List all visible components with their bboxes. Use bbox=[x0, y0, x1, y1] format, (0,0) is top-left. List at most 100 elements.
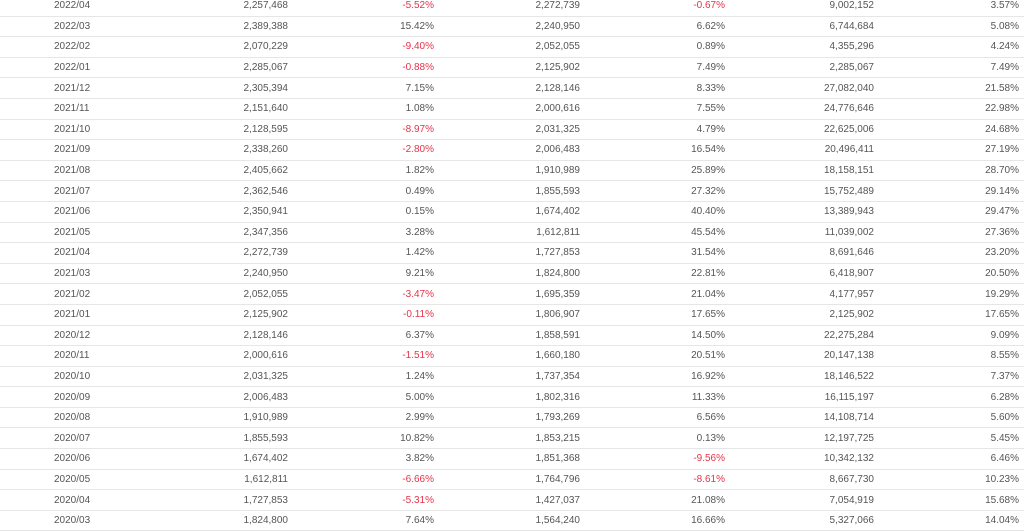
month-cell: 2021/07 bbox=[54, 185, 91, 197]
cumulative-change-cell: 28.70% bbox=[985, 165, 1019, 177]
cumulative-change-cell: 19.29% bbox=[985, 288, 1019, 300]
table-row: 2020/07 1,855,593 10.82% 1,853,215 0.13%… bbox=[0, 428, 1024, 450]
table-row: 2020/06 1,674,402 3.82% 1,851,368 -9.56%… bbox=[0, 449, 1024, 470]
cumulative-revenue-cell: 6,744,684 bbox=[829, 20, 875, 32]
month-cell: 2020/11 bbox=[54, 350, 90, 362]
cumulative-change-cell: 7.37% bbox=[990, 370, 1019, 382]
monthly-revenue-cell: 2,405,662 bbox=[243, 165, 289, 177]
monthly-revenue-cell: 2,000,616 bbox=[243, 350, 289, 362]
month-cell: 2021/05 bbox=[54, 226, 91, 238]
month-cell: 2020/07 bbox=[54, 432, 91, 444]
last-year-revenue-cell: 1,855,593 bbox=[535, 185, 581, 197]
cumulative-change-cell: 27.36% bbox=[985, 226, 1019, 238]
monthly-revenue-cell: 2,389,388 bbox=[243, 20, 289, 32]
mom-change-cell: 6.37% bbox=[405, 329, 434, 341]
mom-change-cell: -9.40% bbox=[402, 41, 434, 53]
cumulative-revenue-cell: 20,147,138 bbox=[823, 350, 874, 362]
table-row: 2021/04 2,272,739 1.42% 1,727,853 31.54%… bbox=[0, 243, 1024, 264]
yoy-change-cell: 7.49% bbox=[696, 62, 725, 74]
month-cell: 2022/02 bbox=[54, 41, 91, 53]
table-row: 2022/02 2,070,229 -9.40% 2,052,055 0.89%… bbox=[0, 37, 1024, 58]
cumulative-change-cell: 4.24% bbox=[990, 41, 1019, 53]
table-row: 2021/11 2,151,640 1.08% 2,000,616 7.55% … bbox=[0, 99, 1024, 120]
mom-change-cell: 1.08% bbox=[405, 103, 434, 115]
mom-change-cell: -3.47% bbox=[402, 288, 434, 300]
monthly-revenue-cell: 2,347,356 bbox=[243, 226, 289, 238]
cumulative-revenue-cell: 2,285,067 bbox=[829, 62, 875, 74]
cumulative-revenue-cell: 4,355,296 bbox=[829, 41, 875, 53]
last-year-revenue-cell: 1,858,591 bbox=[535, 329, 581, 341]
month-cell: 2020/04 bbox=[54, 494, 91, 506]
last-year-revenue-cell: 1,806,907 bbox=[535, 309, 581, 321]
month-cell: 2020/10 bbox=[54, 370, 91, 382]
cumulative-change-cell: 5.60% bbox=[990, 412, 1019, 424]
table-row: 2022/01 2,285,067 -0.88% 2,125,902 7.49%… bbox=[0, 58, 1024, 79]
monthly-revenue-cell: 2,240,950 bbox=[243, 268, 289, 280]
last-year-revenue-cell: 1,660,180 bbox=[535, 350, 581, 362]
table-row: 2021/08 2,405,662 1.82% 1,910,989 25.89%… bbox=[0, 161, 1024, 182]
table-row: 2020/08 1,910,989 2.99% 1,793,269 6.56% … bbox=[0, 408, 1024, 429]
table-row: 2021/03 2,240,950 9.21% 1,824,800 22.81%… bbox=[0, 264, 1024, 285]
table-row: 2020/10 2,031,325 1.24% 1,737,354 16.92%… bbox=[0, 367, 1024, 388]
yoy-change-cell: 27.32% bbox=[691, 185, 725, 197]
mom-change-cell: -8.97% bbox=[402, 123, 434, 135]
yoy-change-cell: -8.61% bbox=[693, 473, 725, 485]
last-year-revenue-cell: 1,824,800 bbox=[535, 268, 581, 280]
month-cell: 2022/03 bbox=[54, 20, 91, 32]
table-row: 2020/04 1,727,853 -5.31% 1,427,037 21.08… bbox=[0, 490, 1024, 511]
cumulative-revenue-cell: 10,342,132 bbox=[823, 453, 874, 465]
last-year-revenue-cell: 1,727,853 bbox=[535, 247, 581, 259]
monthly-revenue-cell: 1,674,402 bbox=[243, 453, 289, 465]
cumulative-revenue-cell: 22,625,006 bbox=[823, 123, 874, 135]
table-row: 2021/05 2,347,356 3.28% 1,612,811 45.54%… bbox=[0, 223, 1024, 244]
mom-change-cell: 1.82% bbox=[405, 165, 434, 177]
monthly-revenue-cell: 1,824,800 bbox=[243, 515, 289, 527]
monthly-revenue-cell: 2,052,055 bbox=[243, 288, 289, 300]
yoy-change-cell: 6.56% bbox=[696, 412, 725, 424]
mom-change-cell: 5.00% bbox=[405, 391, 434, 403]
mom-change-cell: 2.99% bbox=[405, 412, 434, 424]
month-cell: 2020/03 bbox=[54, 515, 91, 527]
table-row: 2021/12 2,305,394 7.15% 2,128,146 8.33% … bbox=[0, 78, 1024, 99]
month-cell: 2020/09 bbox=[54, 391, 91, 403]
cumulative-change-cell: 6.46% bbox=[990, 453, 1019, 465]
cumulative-revenue-cell: 8,691,646 bbox=[829, 247, 875, 259]
mom-change-cell: 3.28% bbox=[405, 226, 434, 238]
yoy-change-cell: 16.92% bbox=[691, 370, 725, 382]
table-row: 2020/03 1,824,800 7.64% 1,564,240 16.66%… bbox=[0, 511, 1024, 531]
monthly-revenue-cell: 2,070,229 bbox=[243, 41, 289, 53]
last-year-revenue-cell: 2,052,055 bbox=[535, 41, 581, 53]
yoy-change-cell: 6.62% bbox=[696, 20, 725, 32]
last-year-revenue-cell: 1,910,989 bbox=[535, 165, 581, 177]
table-row: 2021/10 2,128,595 -8.97% 2,031,325 4.79%… bbox=[0, 120, 1024, 141]
month-cell: 2021/04 bbox=[54, 247, 91, 259]
cumulative-change-cell: 20.50% bbox=[985, 268, 1019, 280]
cumulative-revenue-cell: 4,177,957 bbox=[829, 288, 875, 300]
cumulative-change-cell: 14.04% bbox=[985, 515, 1019, 527]
month-cell: 2021/12 bbox=[54, 82, 91, 94]
mom-change-cell: -1.51% bbox=[402, 350, 434, 362]
last-year-revenue-cell: 2,000,616 bbox=[535, 103, 581, 115]
cumulative-revenue-cell: 20,496,411 bbox=[824, 144, 874, 156]
table-row: 2021/01 2,125,902 -0.11% 1,806,907 17.65… bbox=[0, 305, 1024, 326]
cumulative-revenue-cell: 7,054,919 bbox=[829, 494, 875, 506]
yoy-change-cell: 20.51% bbox=[691, 350, 725, 362]
yoy-change-cell: 16.66% bbox=[691, 515, 725, 527]
cumulative-revenue-cell: 24,776,646 bbox=[823, 103, 874, 115]
last-year-revenue-cell: 2,031,325 bbox=[535, 123, 581, 135]
mom-change-cell: -0.88% bbox=[402, 62, 434, 74]
table-row: 2020/05 1,612,811 -6.66% 1,764,796 -8.61… bbox=[0, 470, 1024, 491]
yoy-change-cell: 17.65% bbox=[691, 309, 725, 321]
yoy-change-cell: 21.08% bbox=[691, 494, 725, 506]
month-cell: 2020/12 bbox=[54, 329, 91, 341]
monthly-revenue-cell: 1,727,853 bbox=[243, 494, 289, 506]
cumulative-change-cell: 3.57% bbox=[990, 0, 1019, 12]
monthly-revenue-cell: 2,362,546 bbox=[243, 185, 289, 197]
cumulative-revenue-cell: 27,082,040 bbox=[823, 82, 874, 94]
cumulative-change-cell: 9.09% bbox=[990, 329, 1019, 341]
table-row: 2022/04 2,257,468 -5.52% 2,272,739 -0.67… bbox=[0, 0, 1024, 17]
cumulative-revenue-cell: 18,158,151 bbox=[823, 165, 874, 177]
monthly-revenue-cell: 1,910,989 bbox=[243, 412, 289, 424]
table-row: 2022/03 2,389,388 15.42% 2,240,950 6.62%… bbox=[0, 17, 1024, 38]
last-year-revenue-cell: 2,125,902 bbox=[535, 62, 581, 74]
